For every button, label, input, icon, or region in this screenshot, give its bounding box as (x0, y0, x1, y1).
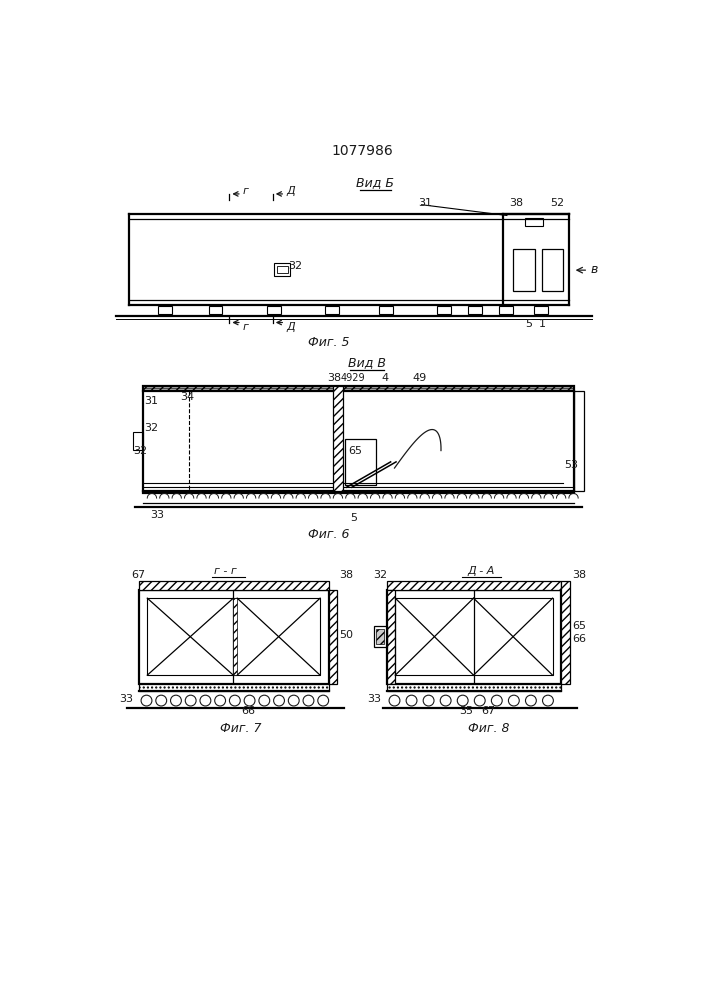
Text: 38: 38 (572, 570, 586, 580)
Bar (329, 590, 337, 684)
Text: 65: 65 (348, 446, 362, 456)
Bar (276, 266, 288, 273)
Bar (376, 629, 384, 644)
Bar (542, 249, 563, 291)
Text: Фиг. 5: Фиг. 5 (308, 336, 349, 349)
Bar (387, 684, 561, 691)
Bar (158, 306, 172, 314)
Text: 4929: 4929 (340, 373, 365, 383)
Bar (139, 684, 329, 691)
Text: 38: 38 (339, 570, 354, 580)
Bar (387, 590, 561, 684)
Bar (233, 598, 237, 675)
Bar (139, 590, 329, 684)
Text: 35: 35 (460, 706, 474, 716)
Bar (139, 581, 329, 590)
Text: 65: 65 (572, 621, 586, 631)
Text: Фиг. 6: Фиг. 6 (308, 528, 349, 541)
Text: 5: 5 (351, 513, 357, 523)
Bar (437, 306, 451, 314)
Text: 33: 33 (151, 510, 164, 520)
Text: 34: 34 (180, 392, 194, 402)
Bar (332, 386, 344, 491)
Text: 38: 38 (327, 373, 341, 383)
Bar (387, 581, 561, 590)
Text: Д: Д (286, 322, 295, 332)
Text: 49: 49 (412, 373, 426, 383)
Text: в: в (590, 263, 598, 276)
Bar (209, 306, 223, 314)
Text: 52: 52 (550, 198, 564, 208)
Text: 33: 33 (119, 694, 134, 704)
Bar (274, 263, 290, 276)
Bar (468, 306, 482, 314)
Bar (574, 391, 583, 491)
Bar (345, 439, 376, 485)
Text: 66: 66 (241, 706, 255, 716)
Bar (499, 306, 513, 314)
Text: Вид В: Вид В (349, 356, 386, 369)
Text: Вид Б: Вид Б (356, 176, 394, 189)
Text: Д - А: Д - А (467, 566, 495, 576)
Text: Фиг. 8: Фиг. 8 (468, 722, 510, 735)
Bar (147, 598, 320, 675)
Bar (534, 306, 548, 314)
Bar (513, 249, 534, 291)
Bar (325, 306, 339, 314)
Text: 32: 32 (288, 261, 303, 271)
Text: 31: 31 (144, 396, 158, 406)
Text: 5: 5 (525, 319, 532, 329)
Text: 32: 32 (373, 570, 387, 580)
Bar (387, 590, 395, 684)
Text: г: г (243, 322, 248, 332)
Text: 50: 50 (339, 630, 354, 640)
Text: 1: 1 (539, 319, 546, 329)
Text: 33: 33 (368, 694, 381, 704)
Text: 31: 31 (418, 198, 432, 208)
Text: 53: 53 (564, 460, 578, 470)
Text: 32: 32 (144, 423, 158, 433)
Text: г - г: г - г (214, 566, 237, 576)
Bar (379, 306, 393, 314)
Text: Д: Д (286, 186, 295, 196)
Bar (561, 581, 570, 684)
Bar (143, 386, 574, 391)
Text: Фиг. 7: Фиг. 7 (221, 722, 262, 735)
Text: 38: 38 (509, 198, 523, 208)
Text: 67: 67 (131, 570, 145, 580)
Text: 4: 4 (381, 373, 388, 383)
Bar (525, 218, 542, 226)
Bar (134, 432, 143, 450)
Bar (395, 598, 553, 675)
Text: 67: 67 (481, 706, 496, 716)
Text: г: г (243, 186, 248, 196)
Text: 1077986: 1077986 (331, 144, 393, 158)
Bar (374, 626, 387, 647)
Text: 66: 66 (572, 634, 586, 644)
Text: 32: 32 (134, 446, 148, 456)
Bar (267, 306, 281, 314)
